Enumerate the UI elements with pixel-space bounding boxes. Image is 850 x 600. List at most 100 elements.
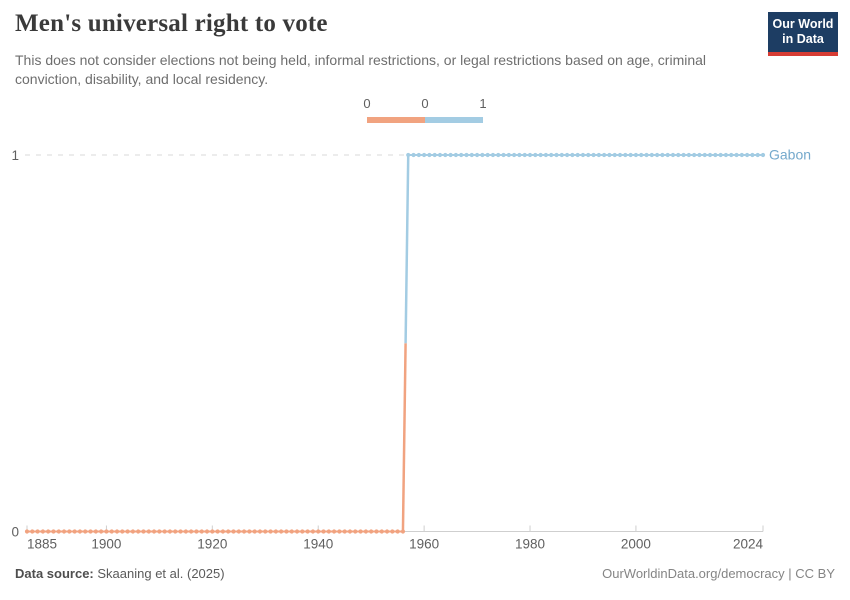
- data-point: [294, 529, 300, 534]
- data-point: [665, 152, 670, 158]
- data-point: [496, 152, 501, 158]
- data-point: [146, 529, 151, 534]
- x-tick-label: 1900: [91, 537, 121, 552]
- data-point: [745, 152, 750, 158]
- data-point: [676, 152, 681, 158]
- data-point: [533, 152, 538, 158]
- data-point: [263, 529, 268, 534]
- data-point: [279, 529, 284, 534]
- data-point: [83, 529, 88, 534]
- value-legend: 0 0 1: [0, 0, 850, 130]
- data-point: [570, 152, 575, 158]
- legend-bin-0[interactable]: [367, 117, 425, 123]
- data-point: [602, 152, 607, 158]
- footer-links[interactable]: OurWorldinData.org/democracy | CC BY: [602, 566, 835, 581]
- data-point: [247, 529, 252, 534]
- data-point: [178, 529, 183, 534]
- data-point: [559, 152, 564, 158]
- data-point: [204, 529, 210, 534]
- data-source: Data source: Skaaning et al. (2025): [15, 566, 225, 581]
- data-point: [215, 529, 220, 534]
- step-transition-lower: [401, 343, 407, 532]
- data-point: [210, 529, 215, 534]
- legend-edge-label-2: 1: [479, 96, 487, 111]
- data-point: [337, 529, 342, 534]
- data-point: [61, 529, 67, 534]
- data-point: [655, 152, 660, 158]
- data-point: [257, 529, 263, 534]
- data-source-label: Data source:: [15, 566, 94, 581]
- y-tick-label: 0: [11, 525, 19, 540]
- data-point: [437, 152, 443, 158]
- data-point: [564, 152, 570, 158]
- data-point: [485, 152, 490, 158]
- data-point: [734, 152, 739, 158]
- data-point: [194, 529, 199, 534]
- data-point: [236, 529, 241, 534]
- data-point: [40, 529, 45, 534]
- data-point: [501, 152, 506, 158]
- data-point: [104, 529, 109, 534]
- data-point: [702, 152, 707, 158]
- data-point: [46, 529, 51, 534]
- x-tick-label: 2024: [733, 537, 764, 552]
- data-point: [353, 529, 358, 534]
- data-point: [167, 529, 173, 534]
- data-point: [24, 529, 30, 534]
- data-point: [586, 152, 591, 158]
- data-point: [596, 152, 601, 158]
- data-point: [379, 529, 384, 534]
- data-point: [612, 152, 617, 158]
- data-point: [35, 529, 40, 534]
- data-point: [93, 529, 98, 534]
- data-point: [459, 152, 464, 158]
- data-point: [623, 152, 628, 158]
- y-tick-label: 1: [11, 148, 19, 163]
- data-point: [713, 152, 718, 158]
- data-point: [512, 152, 517, 158]
- data-point: [300, 529, 305, 534]
- data-point: [226, 529, 231, 534]
- data-point: [109, 529, 114, 534]
- data-point: [173, 529, 178, 534]
- data-point: [347, 529, 353, 534]
- data-point: [607, 152, 612, 158]
- page-title: Men's universal right to vote: [15, 10, 328, 37]
- data-point: [469, 152, 474, 158]
- owid-logo[interactable]: Our World in Data: [768, 12, 838, 56]
- data-point: [77, 529, 83, 534]
- data-point: [99, 529, 104, 534]
- data-point: [718, 152, 723, 158]
- data-point: [591, 152, 596, 158]
- x-tick-label: 1960: [409, 537, 439, 552]
- data-point: [686, 152, 691, 158]
- data-point: [305, 529, 310, 534]
- data-source-value: Skaaning et al. (2025): [97, 566, 225, 581]
- data-point: [464, 152, 469, 158]
- data-point: [527, 152, 533, 158]
- data-point: [252, 529, 257, 534]
- data-point: [358, 529, 363, 534]
- data-point: [660, 152, 665, 158]
- series-label-gabon[interactable]: Gabon: [769, 147, 811, 163]
- data-point: [538, 152, 543, 158]
- logo-line2: in Data: [782, 32, 824, 46]
- data-point: [490, 152, 496, 158]
- data-point: [321, 529, 326, 534]
- data-point: [416, 152, 421, 158]
- data-point: [406, 152, 411, 158]
- data-point: [141, 529, 146, 534]
- x-tick-label: 2000: [621, 537, 651, 552]
- data-point: [231, 529, 236, 534]
- data-point: [284, 529, 289, 534]
- data-point: [136, 529, 141, 534]
- data-point: [114, 529, 120, 534]
- legend-bin-1[interactable]: [425, 117, 483, 123]
- logo-line1: Our World: [772, 17, 834, 31]
- data-point: [549, 152, 554, 158]
- data-point: [422, 152, 427, 158]
- data-point: [739, 152, 744, 158]
- data-point: [474, 152, 480, 158]
